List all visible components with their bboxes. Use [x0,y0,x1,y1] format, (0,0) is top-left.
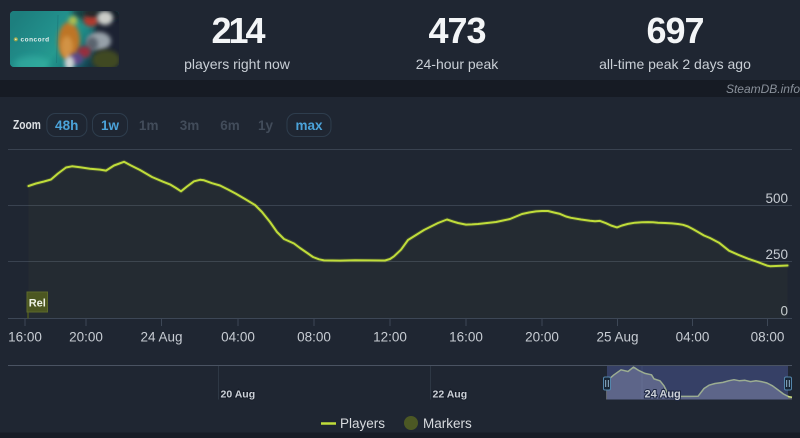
svg-text:04:00: 04:00 [221,330,255,345]
svg-text:Rel: Rel [29,298,46,310]
svg-text:24 Aug: 24 Aug [140,330,182,345]
svg-text:20 Aug: 20 Aug [221,389,256,401]
svg-text:08:00: 08:00 [297,330,331,345]
svg-text:500: 500 [765,191,788,206]
svg-text:20:00: 20:00 [525,330,559,345]
svg-text:25 Aug: 25 Aug [596,330,638,345]
svg-text:16:00: 16:00 [8,330,42,345]
svg-text:16:00: 16:00 [449,330,483,345]
svg-text:12:00: 12:00 [373,330,407,345]
svg-text:24 Aug: 24 Aug [645,389,681,401]
svg-text:20:00: 20:00 [69,330,103,345]
svg-text:250: 250 [765,247,788,262]
svg-text:0: 0 [780,304,788,319]
svg-text:22 Aug: 22 Aug [433,389,468,401]
svg-text:concord: concord [21,37,50,44]
svg-text:Markers: Markers [423,416,472,431]
svg-text:04:00: 04:00 [676,330,710,345]
svg-text:Players: Players [340,416,385,431]
svg-text:08:00: 08:00 [751,330,785,345]
